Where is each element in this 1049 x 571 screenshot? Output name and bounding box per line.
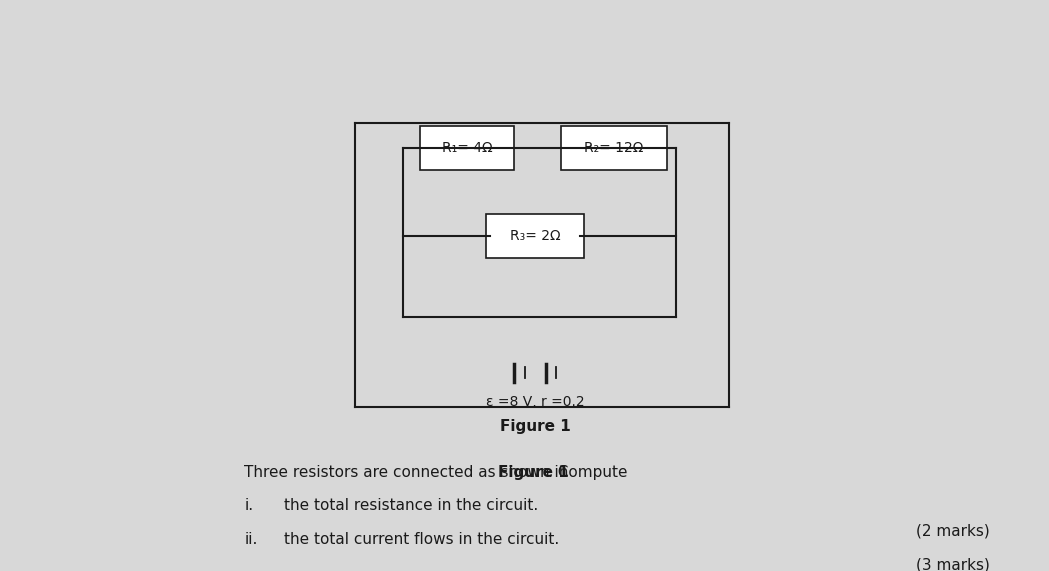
Text: the total current flows in the circuit.: the total current flows in the circuit. [284, 532, 559, 547]
Text: R₃= 2Ω: R₃= 2Ω [510, 228, 560, 243]
Text: ii.: ii. [244, 532, 258, 547]
Text: i.: i. [244, 498, 254, 513]
Text: . Compute: . Compute [549, 465, 628, 480]
Text: R₁= 4Ω: R₁= 4Ω [442, 140, 492, 155]
Text: Figure 1: Figure 1 [498, 465, 569, 480]
FancyBboxPatch shape [487, 214, 584, 258]
Text: the total resistance in the circuit.: the total resistance in the circuit. [284, 498, 538, 513]
Text: R₂= 12Ω: R₂= 12Ω [584, 140, 644, 155]
FancyBboxPatch shape [561, 126, 667, 170]
Text: (3 marks): (3 marks) [916, 558, 989, 571]
Text: (2 marks): (2 marks) [916, 524, 989, 538]
Text: ε =8 V, r =0.2: ε =8 V, r =0.2 [486, 395, 584, 409]
FancyBboxPatch shape [421, 126, 514, 170]
Text: Figure 1: Figure 1 [499, 419, 571, 435]
Text: Three resistors are connected as shown in: Three resistors are connected as shown i… [244, 465, 574, 480]
